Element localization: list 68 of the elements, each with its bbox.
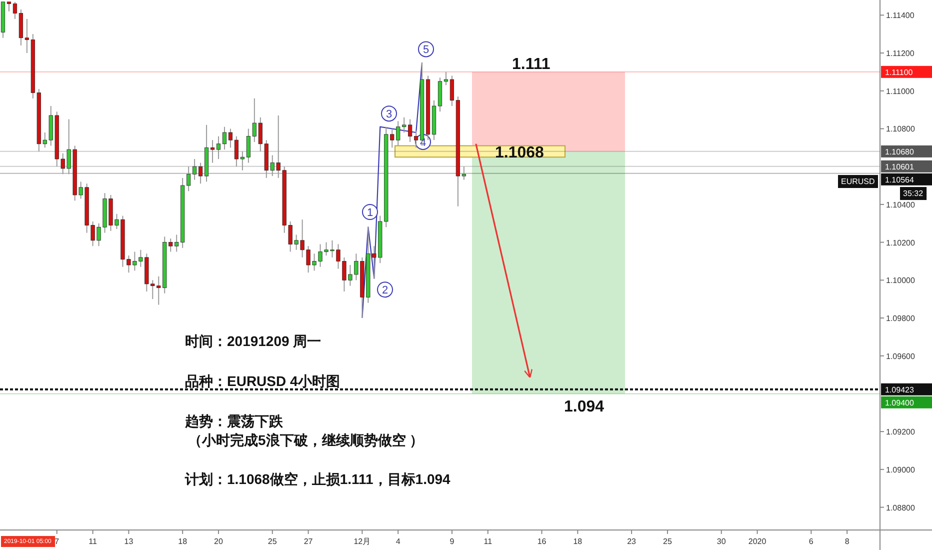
candlestick	[228, 128, 233, 148]
candlestick	[222, 126, 227, 150]
x-tick-label: 30	[716, 537, 726, 546]
candlestick	[12, 1, 18, 20]
y-tick-label: 1.09200	[886, 428, 916, 437]
wave-label: 2	[377, 282, 393, 298]
x-tick-label: 11	[484, 537, 493, 546]
candlestick	[198, 162, 203, 184]
x-tick-label: 23	[627, 537, 637, 546]
candlestick	[240, 150, 245, 171]
wave-label: 3	[381, 106, 397, 122]
x-tick-label: 20	[214, 537, 224, 546]
y-tick-label: 1.11400	[886, 11, 915, 20]
band-label: 1.111	[512, 56, 550, 73]
annotation: 时间：20191209 周一	[185, 333, 322, 349]
annotation: 计划：1.1068做空，止损1.111，目标1.094	[184, 471, 451, 487]
y-tick-label: 1.08800	[886, 503, 916, 512]
y-tick-label: 1.10400	[886, 200, 916, 210]
x-tick-label: 11	[88, 537, 98, 546]
candlestick	[6, 1, 12, 12]
annotation: 5	[422, 44, 430, 56]
text: 35:32	[903, 189, 924, 198]
x-tick-label: 8	[844, 537, 850, 546]
x-tick-label: 13	[124, 537, 134, 546]
candlestick	[444, 71, 448, 86]
annotation: EURUSD	[841, 177, 876, 186]
y-tick-label: 1.11000	[886, 86, 915, 96]
annotation: 2	[382, 284, 388, 297]
y-tick-label: 1.10000	[886, 276, 916, 286]
annotation: （小时完成5浪下破，继续顺势做空 ）	[188, 432, 424, 448]
y-tick-label: 1.10800	[886, 124, 916, 134]
y-tick-label: 1.10200	[886, 238, 916, 248]
candlestick	[210, 140, 215, 164]
x-tick-label: 2020	[748, 537, 767, 546]
y-tick-label: 1.09600	[886, 352, 916, 361]
candlestick	[462, 166, 466, 180]
y-tick-label: 1.11200	[886, 49, 915, 58]
ref-line-label: 1.10601	[885, 162, 914, 172]
candlestick	[414, 130, 418, 148]
x-tick-label: 25	[268, 537, 278, 546]
band-label: 1.1068	[495, 144, 544, 162]
x-tick-label: 9	[450, 537, 455, 546]
candlestick	[450, 75, 454, 106]
ref-line-label: 1.09400	[885, 398, 914, 408]
x-tick-label: 25	[663, 537, 672, 546]
x-tick-label: 18	[573, 537, 583, 546]
ref-line-label: 1.10680	[885, 147, 914, 156]
x-tick-label: 16	[537, 537, 547, 546]
annotation: 3	[386, 108, 392, 121]
x-tick-label: 18	[178, 537, 188, 546]
band-label: 1.094	[564, 398, 604, 416]
wave-label: 1	[362, 204, 378, 220]
wave-label: 5	[418, 41, 434, 58]
annotation: 趋势：震荡下跌	[184, 413, 284, 429]
ref-line-label: 1.10564	[885, 175, 914, 184]
annotation: 1	[366, 207, 374, 219]
x-tick-label: 4	[396, 537, 401, 546]
y-tick-label: 1.09000	[886, 465, 916, 474]
x-tick-label: 12月	[354, 537, 371, 546]
x-tick-label: 6	[808, 537, 814, 546]
x-tick-label: 7	[54, 537, 60, 546]
annotation: 品种：EURUSD 4小时图	[185, 373, 340, 389]
ref-line-label: 1.11100	[885, 68, 914, 77]
ref-line-label: 1.09423	[885, 385, 914, 394]
candlestick	[234, 136, 239, 168]
candlestick	[216, 136, 221, 160]
x-tick-label: 27	[304, 537, 314, 546]
y-tick-label: 1.09800	[886, 314, 916, 323]
